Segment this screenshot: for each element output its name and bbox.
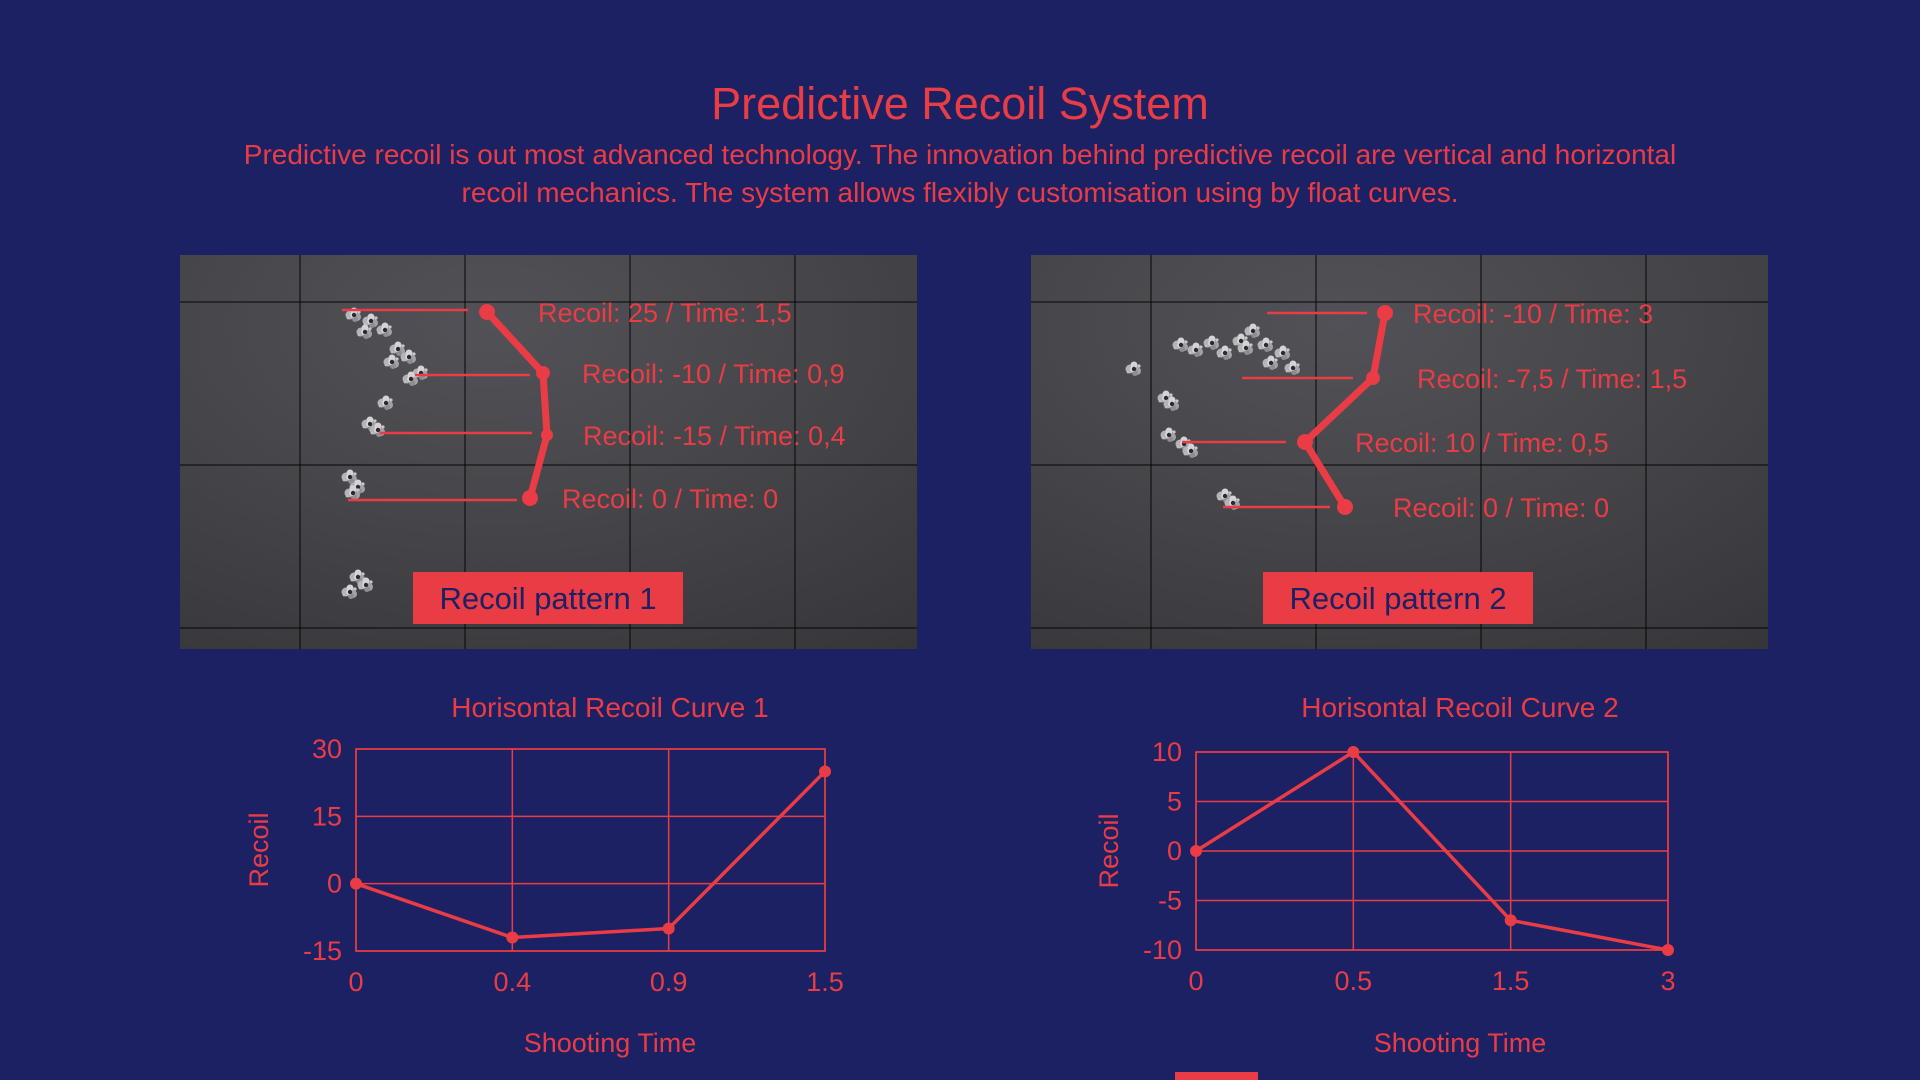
x-tick-label: 1.5 bbox=[806, 967, 844, 997]
bullet-hole bbox=[402, 371, 418, 386]
bullet-hole bbox=[1224, 495, 1240, 510]
bullet-hole bbox=[389, 341, 405, 356]
bullet-hole bbox=[1284, 360, 1300, 375]
bullet-hole bbox=[1216, 345, 1232, 360]
recoil-key-point bbox=[1366, 371, 1380, 385]
bullet-hole bbox=[1244, 323, 1260, 338]
recoil-annotation-label: Recoil: -15 / Time: 0,4 bbox=[583, 421, 846, 451]
bullet-hole bbox=[1125, 361, 1141, 376]
recoil-pattern-1-overlay: Recoil: 25 / Time: 1,5 Recoil: -10 / Time… bbox=[180, 255, 917, 649]
chart-1-xlabel: Shooting Time bbox=[523, 1028, 697, 1058]
data-point bbox=[662, 922, 675, 935]
pattern-caption-box bbox=[413, 572, 683, 624]
data-point bbox=[819, 765, 831, 778]
x-tick-label: 0 bbox=[348, 967, 363, 997]
chart-2-xlabel: Shooting Time bbox=[1373, 1028, 1547, 1058]
bullet-hole bbox=[1172, 337, 1188, 352]
data-point bbox=[506, 931, 519, 944]
chart-1-title: Horisontal Recoil Curve 1 bbox=[451, 692, 769, 723]
bullet-hole bbox=[1203, 335, 1219, 350]
recoil-annotation-label: Recoil: -10 / Time: 3 bbox=[1413, 299, 1653, 329]
bullet-hole bbox=[1182, 443, 1198, 458]
bullet-hole bbox=[341, 469, 357, 484]
recoil-annotation-label: Recoil: -7,5 / Time: 1,5 bbox=[1417, 364, 1687, 394]
recoil-key-point bbox=[1337, 499, 1353, 515]
bullet-hole bbox=[377, 395, 393, 410]
y-axis-label: Recoil bbox=[1094, 813, 1124, 888]
y-tick-label: 0 bbox=[327, 869, 342, 899]
data-point bbox=[1347, 746, 1360, 758]
chart-1: Horisontal Recoil Curve 1 30 15 0 -15 0 0.4 0.… bbox=[230, 690, 990, 1080]
bullet-hole bbox=[362, 313, 378, 328]
data-line bbox=[1195, 750, 1669, 952]
bullet-hole bbox=[1274, 345, 1290, 360]
x-tick-label: 0 bbox=[1188, 966, 1203, 996]
x-tick-label: 0.5 bbox=[1335, 966, 1373, 996]
x-tick-label: 0.4 bbox=[494, 967, 532, 997]
bullet-hole bbox=[344, 485, 360, 500]
recoil-annotation-label: Recoil: -10 / Time: 0,9 bbox=[582, 359, 845, 389]
recoil-key-point bbox=[1297, 434, 1313, 450]
bullet-hole bbox=[400, 349, 416, 364]
recoil-key-point bbox=[479, 304, 495, 320]
bullet-hole bbox=[383, 354, 399, 369]
bullet-hole bbox=[376, 322, 392, 337]
description-line-1: Predictive recoil is out most advanced t… bbox=[243, 139, 1677, 170]
pattern-caption-box bbox=[1263, 572, 1533, 624]
recoil-pattern-2-screenshot: Recoil: -10 / Time: 3 Recoil: -7,5 / Time… bbox=[1031, 255, 1768, 649]
recoil-annotation-label: Recoil: 0 / Time: 0 bbox=[562, 484, 778, 514]
data-line bbox=[355, 770, 827, 940]
description-line-2: recoil mechanics. The system allows flex… bbox=[461, 177, 1459, 208]
y-tick-label: 30 bbox=[312, 734, 342, 764]
recoil-curve-polyline bbox=[1301, 309, 1389, 511]
page-description: Predictive recoil is out most advanced t… bbox=[0, 136, 1920, 212]
recoil-key-point bbox=[522, 490, 538, 506]
recoil-key-point bbox=[541, 429, 553, 441]
y-tick-label: -5 bbox=[1158, 886, 1182, 916]
page-title: Predictive Recoil System bbox=[711, 78, 1209, 130]
bullet-hole bbox=[1262, 355, 1278, 370]
pattern-caption-label: Recoil pattern 2 bbox=[1289, 581, 1506, 616]
recoil-key-point bbox=[1377, 305, 1393, 321]
recoil-pattern-2-overlay: Recoil: -10 / Time: 3 Recoil: -7,5 / Time… bbox=[1031, 255, 1768, 649]
bullet-hole bbox=[1163, 396, 1179, 411]
y-tick-label: -10 bbox=[1143, 935, 1182, 965]
bullet-hole bbox=[361, 416, 377, 431]
recoil-annotation-label: Recoil: 0 / Time: 0 bbox=[1393, 493, 1609, 523]
bullet-hole bbox=[1187, 342, 1203, 357]
x-tick-label: 0.9 bbox=[650, 967, 688, 997]
data-point bbox=[350, 877, 362, 890]
bullet-hole bbox=[1257, 337, 1273, 352]
bullet-hole bbox=[341, 584, 357, 599]
bullet-hole bbox=[1160, 427, 1176, 442]
recoil-pattern-1-screenshot: Recoil: 25 / Time: 1,5 Recoil: -10 / Time… bbox=[180, 255, 917, 649]
x-tick-label: 1.5 bbox=[1492, 966, 1530, 996]
partial-element-bottom-edge bbox=[1175, 1072, 1258, 1080]
recoil-annotation-label: Recoil: 25 / Time: 1,5 bbox=[538, 298, 792, 328]
bullet-hole bbox=[357, 577, 373, 592]
y-tick-label: 15 bbox=[312, 801, 342, 831]
y-tick-label: -15 bbox=[303, 936, 342, 966]
bullet-hole bbox=[356, 324, 372, 339]
recoil-curve-polyline bbox=[483, 308, 551, 502]
data-point bbox=[1504, 914, 1517, 927]
data-point bbox=[1662, 944, 1674, 956]
recoil-annotation-label: Recoil: 10 / Time: 0,5 bbox=[1355, 428, 1609, 458]
pattern-caption-label: Recoil pattern 1 bbox=[439, 581, 656, 616]
recoil-key-point bbox=[536, 366, 550, 380]
data-point bbox=[1190, 845, 1202, 857]
y-tick-label: 10 bbox=[1152, 737, 1182, 767]
y-tick-label: 0 bbox=[1167, 836, 1182, 866]
bullet-hole bbox=[1237, 340, 1253, 355]
chart-2-title: Horisontal Recoil Curve 2 bbox=[1301, 692, 1619, 723]
chart-2: Horisontal Recoil Curve 2 10 5 0 -5 -10 0 0.5 1… bbox=[1080, 690, 1840, 1080]
x-tick-label: 3 bbox=[1660, 966, 1675, 996]
y-axis-label: Recoil bbox=[244, 812, 274, 887]
y-tick-label: 5 bbox=[1167, 787, 1182, 817]
plot-border bbox=[355, 748, 826, 952]
